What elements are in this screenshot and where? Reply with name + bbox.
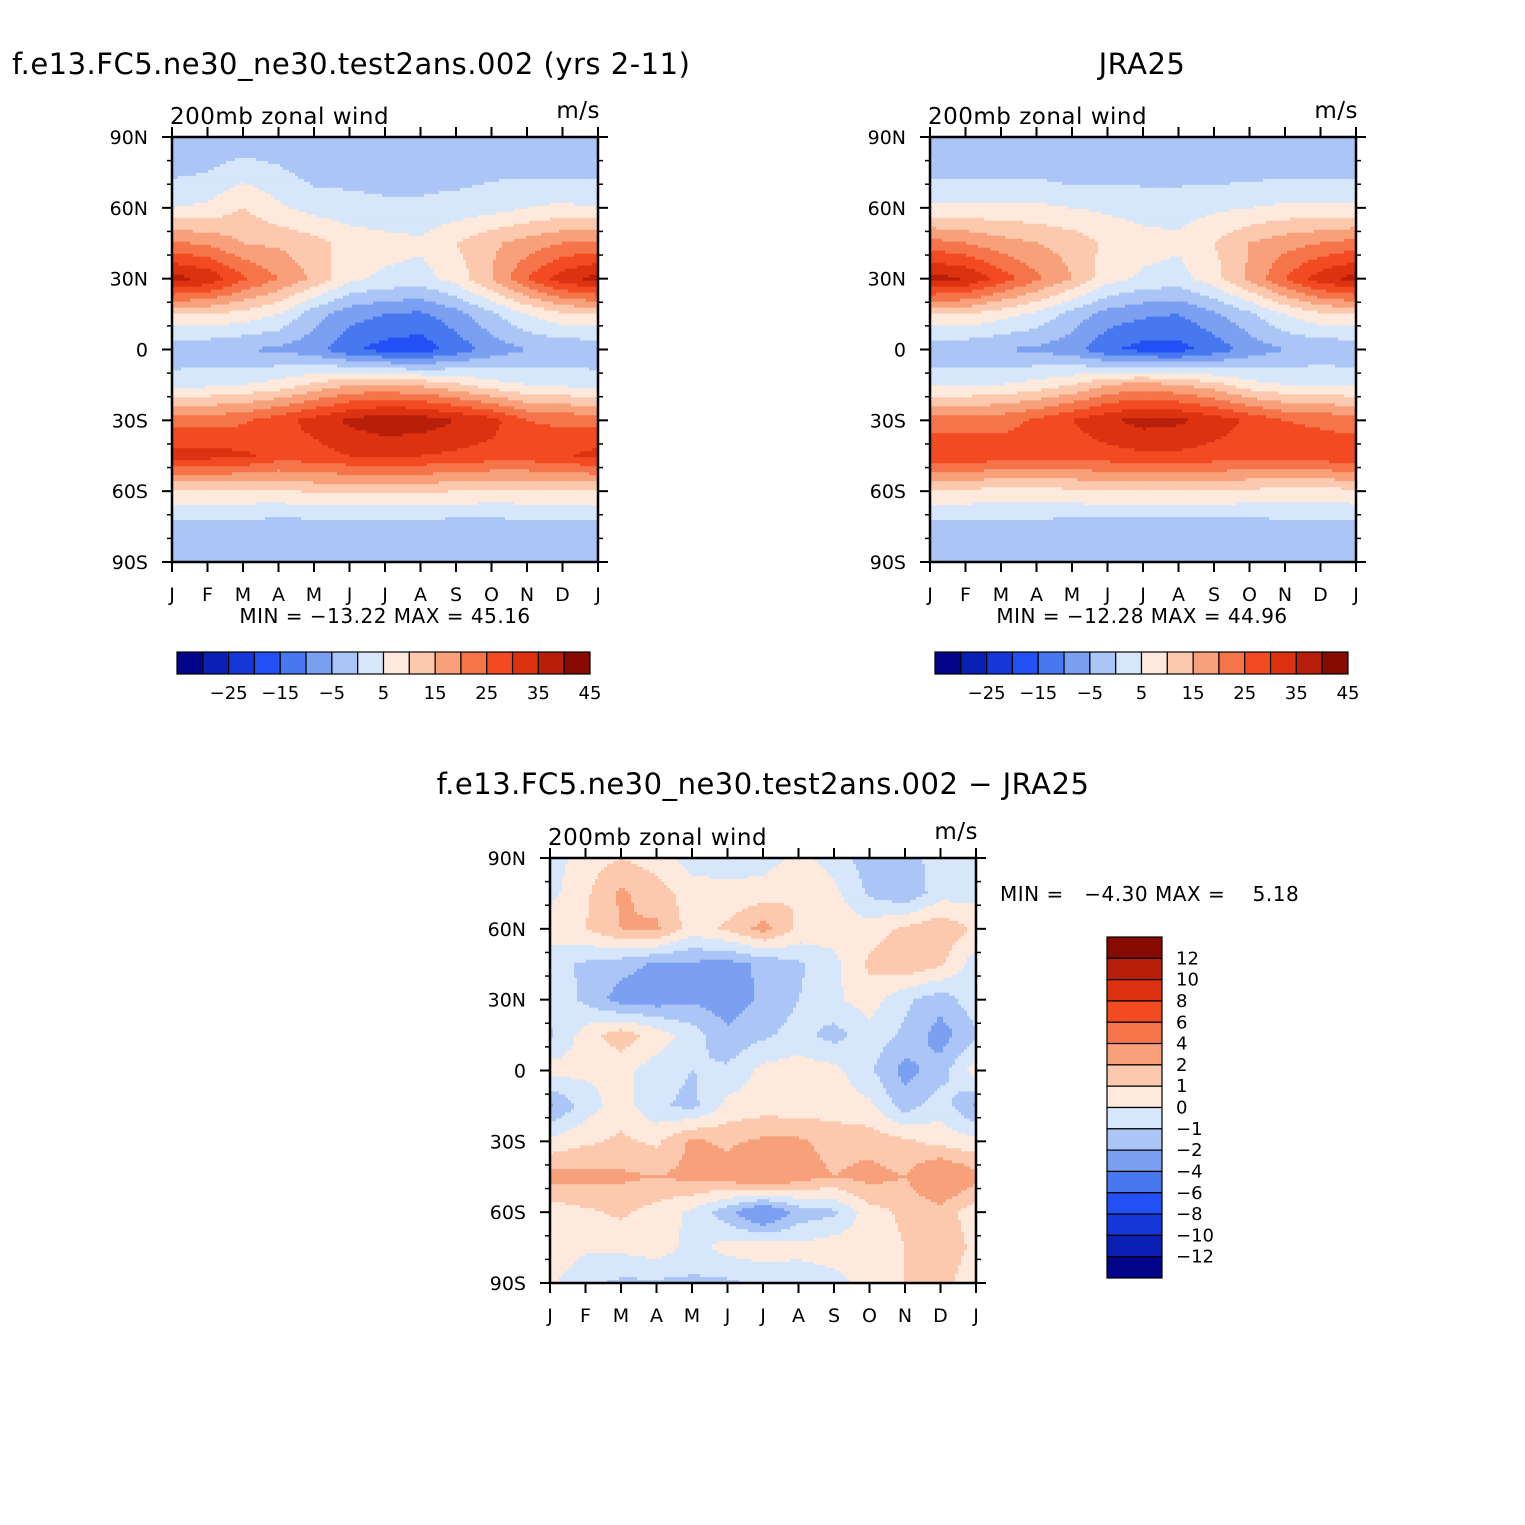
panel-left-label: 200mb zonal wind: [170, 104, 389, 130]
heatmap-cells: [172, 137, 599, 563]
panel-model: f.e13.FC5.ne30_ne30.test2ans.002 (yrs 2-…: [12, 47, 690, 704]
panel-title: f.e13.FC5.ne30_ne30.test2ans.002 (yrs 2-…: [12, 47, 690, 81]
panel-unit-label: m/s: [556, 98, 600, 124]
